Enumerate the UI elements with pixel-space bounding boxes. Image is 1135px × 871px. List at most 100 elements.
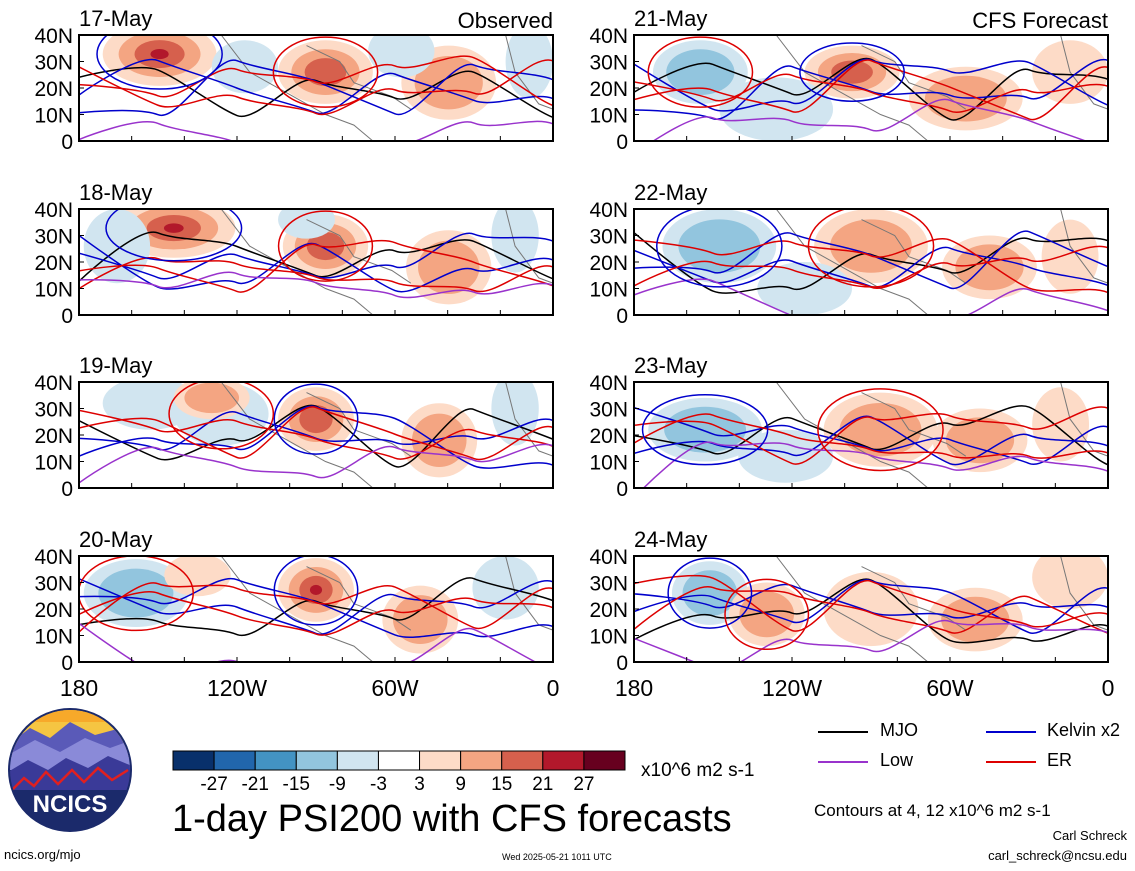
lat-tick-label: 30N xyxy=(34,52,73,75)
lon-tick-label: 180 xyxy=(60,675,98,701)
lon-tick-label: 60W xyxy=(371,675,419,701)
panel-date-label: 22-May xyxy=(634,180,707,205)
lat-tick-label: 0 xyxy=(616,131,628,154)
lon-tick-label: 0 xyxy=(1102,675,1115,701)
lat-tick-label: 30N xyxy=(34,226,73,249)
lon-tick-label: 0 xyxy=(547,675,560,701)
map-panel-18-may: 40N 30N 20N 10N 0 18-May xyxy=(34,180,553,328)
colorbar-tick-label: -27 xyxy=(200,774,227,795)
anomaly-shading xyxy=(1042,220,1099,294)
lat-tick-label: 0 xyxy=(61,305,73,328)
lat-tick-label: 10N xyxy=(589,105,628,128)
lat-tick-label: 10N xyxy=(589,626,628,649)
anomaly-shading xyxy=(1032,545,1108,609)
panel-source-label: CFS Forecast xyxy=(972,8,1108,33)
lat-tick-label: 40N xyxy=(589,372,628,395)
panel-date-label: 18-May xyxy=(79,180,152,205)
anomaly-shading xyxy=(150,49,168,59)
lat-tick-label: 30N xyxy=(34,399,73,422)
lat-tick-label: 0 xyxy=(616,305,628,328)
colorbar-swatch xyxy=(214,751,255,770)
lon-tick-label: 120W xyxy=(207,675,267,701)
lat-tick-label: 0 xyxy=(61,131,73,154)
lat-tick-label: 20N xyxy=(34,78,73,101)
panel-date-label: 17-May xyxy=(79,6,152,31)
colorbar-tick-label: 9 xyxy=(455,774,466,795)
footer-email[interactable]: carl_schreck@ncsu.edu xyxy=(988,848,1127,863)
map-panel-21-may: 40N 30N 20N 10N 0 21-May CFS Forecast xyxy=(589,6,1108,155)
colorbar-tick-label: -21 xyxy=(241,774,268,795)
lat-tick-label: 40N xyxy=(589,25,628,48)
lat-tick-label: 30N xyxy=(589,52,628,75)
map-panel-19-may: 40N30N20N10N019-May xyxy=(34,353,553,501)
colorbar-tick-label: -15 xyxy=(283,774,310,795)
lon-tick-label: 120W xyxy=(762,675,822,701)
lat-tick-label: 30N xyxy=(589,399,628,422)
colorbar-swatch xyxy=(502,751,543,770)
colorbar-tick-label: 27 xyxy=(573,774,594,795)
lat-tick-label: 20N xyxy=(589,252,628,275)
anomaly-shading xyxy=(941,597,1009,643)
anomaly-shading xyxy=(164,223,184,232)
main-title: 1-day PSI200 with CFS forecasts xyxy=(172,798,732,841)
map-panel-23-may: 40N 30N 20N 10N 0 23-May xyxy=(589,353,1108,501)
lat-tick-label: 20N xyxy=(589,599,628,622)
colorbar-swatch xyxy=(337,751,378,770)
anomaly-shading xyxy=(824,572,919,646)
lat-tick-label: 0 xyxy=(616,652,628,675)
legend-label-er: ER xyxy=(1047,750,1072,771)
lat-tick-label: 10N xyxy=(589,452,628,475)
lat-tick-label: 10N xyxy=(589,279,628,302)
lat-tick-label: 0 xyxy=(61,478,73,501)
lat-tick-label: 20N xyxy=(589,425,628,448)
legend-line-mjo xyxy=(818,731,868,733)
lat-tick-label: 20N xyxy=(34,599,73,622)
footer-author: Carl Schreck xyxy=(1053,828,1127,843)
lat-tick-label: 10N xyxy=(34,626,73,649)
legend-label-low: Low xyxy=(880,750,913,771)
lat-tick-label: 20N xyxy=(34,252,73,275)
panel-date-label: 21-May xyxy=(634,6,707,31)
anomaly-shading xyxy=(412,414,467,467)
lat-tick-label: 10N xyxy=(34,105,73,128)
map-panel-24-may: 40N 30N 20N 10N 0 24-May xyxy=(589,527,1108,675)
anomaly-shading xyxy=(184,383,239,414)
psi200-panel-grid: 40N 30N 20N 10N 0 17-May Observed 40N 30N 20N 10N 0… xyxy=(0,0,1135,871)
colorbar-tick-label: 15 xyxy=(491,774,512,795)
colorbar-swatch xyxy=(584,751,625,770)
panel-date-label: 19-May xyxy=(79,353,152,378)
lat-tick-label: 20N xyxy=(34,425,73,448)
panel-source-label: Observed xyxy=(458,8,553,33)
contours-note: Contours at 4, 12 x10^6 m2 s-1 xyxy=(814,801,1051,821)
lat-tick-label: 0 xyxy=(616,478,628,501)
colorbar-swatch xyxy=(378,751,419,770)
colorbar-swatch xyxy=(543,751,584,770)
colorbar-tick-label: 3 xyxy=(414,774,425,795)
colorbar: -27 -21 -15 -9 -3 3 9 15 21 27 xyxy=(173,751,625,795)
lat-tick-label: 40N xyxy=(34,199,73,222)
map-panel-20-may: 40N30N20N10N020-May xyxy=(34,527,553,676)
colorbar-swatch xyxy=(255,751,296,770)
footer-timestamp: Wed 2025-05-21 1011 UTC xyxy=(502,852,612,862)
lon-tick-label: 60W xyxy=(926,675,974,701)
lat-tick-label: 10N xyxy=(34,279,73,302)
legend-label-kelvin: Kelvin x2 xyxy=(1047,720,1120,741)
lat-tick-label: 40N xyxy=(34,25,73,48)
panel-date-label: 23-May xyxy=(634,353,707,378)
colorbar-tick-label: -9 xyxy=(329,774,346,795)
colorbar-swatch xyxy=(296,751,337,770)
legend-line-low xyxy=(818,761,868,763)
colorbar-units: x10^6 m2 s-1 xyxy=(641,760,754,782)
lat-tick-label: 0 xyxy=(61,652,73,675)
panel-date-label: 24-May xyxy=(634,527,707,552)
lat-tick-label: 20N xyxy=(589,78,628,101)
lat-tick-label: 30N xyxy=(34,573,73,596)
colorbar-tick-label: -3 xyxy=(370,774,387,795)
ncics-logo: NCICS xyxy=(8,708,132,832)
lat-tick-label: 10N xyxy=(34,452,73,475)
logo-text: NCICS xyxy=(33,791,108,818)
colorbar-swatch xyxy=(461,751,502,770)
footer-url[interactable]: ncics.org/mjo xyxy=(4,847,81,862)
panel-date-label: 20-May xyxy=(79,527,152,552)
anomaly-shading xyxy=(164,554,230,596)
